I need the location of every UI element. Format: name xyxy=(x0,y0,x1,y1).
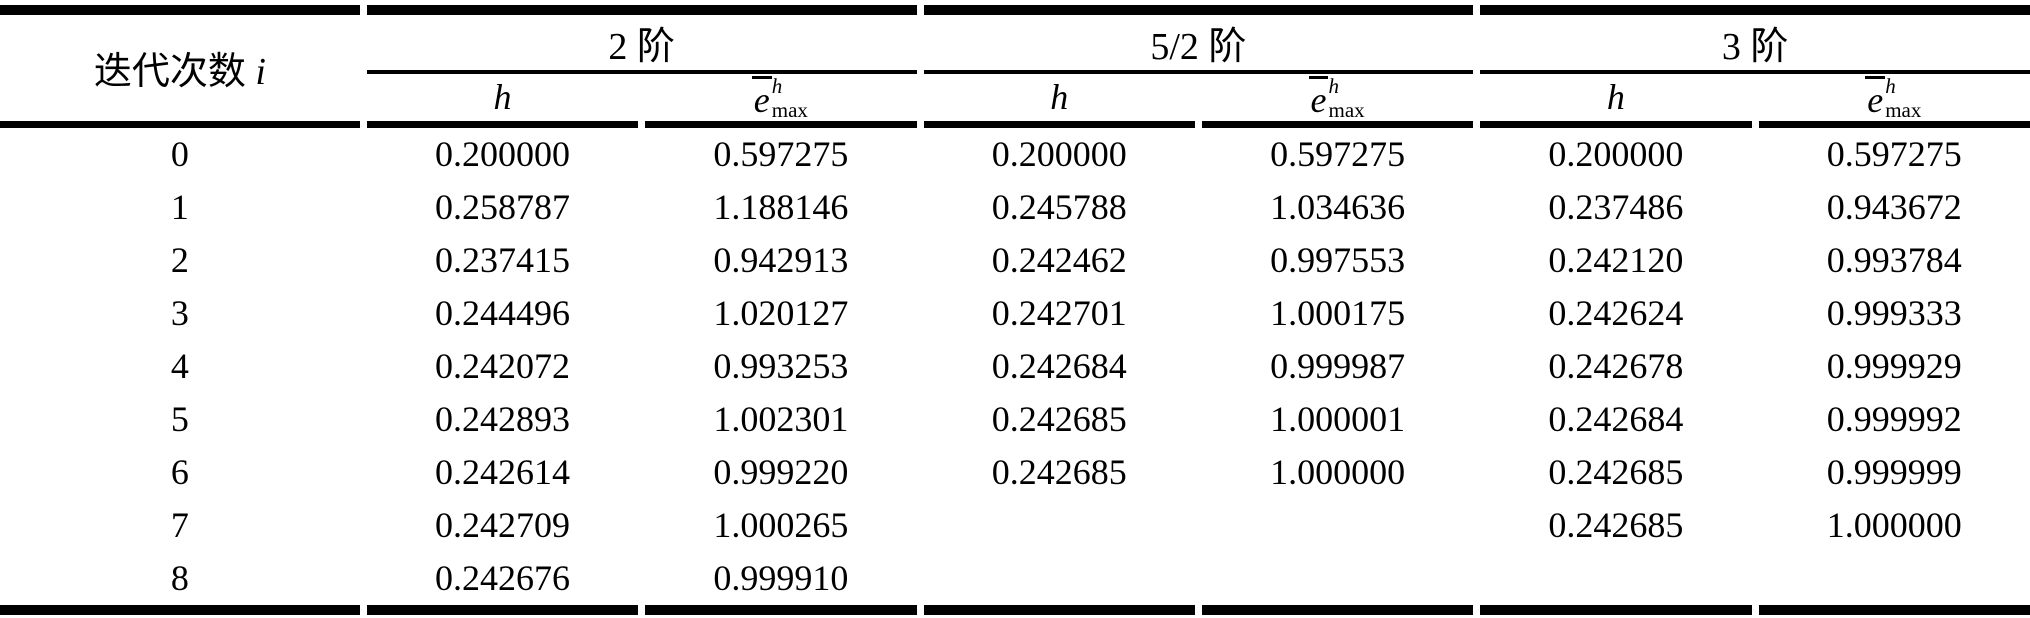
table-cell: 0.237415 xyxy=(434,240,570,280)
table-cell xyxy=(1480,552,1752,615)
table-cell: 0.242685 xyxy=(1548,505,1684,545)
table-cell xyxy=(1758,552,2030,615)
table-cell: 0.597275 xyxy=(1270,134,1406,174)
table-cell: 0.999929 xyxy=(1826,346,1962,386)
subheader-h-order-3: h xyxy=(1480,74,1752,128)
table-cell: 1.000000 xyxy=(1270,452,1406,492)
table-row: 8 0.242676 0.999910 xyxy=(0,552,2030,615)
table-cell: 0.242893 xyxy=(434,399,570,439)
iteration-cell: 2 xyxy=(170,240,189,280)
group-header-order-2: 2 阶 xyxy=(366,5,917,74)
iteration-cell: 3 xyxy=(170,293,189,333)
table-cell: 0.200000 xyxy=(434,134,570,174)
table-cell: 0.242709 xyxy=(434,505,570,545)
iteration-results-table: 迭代次数 i 2 阶 5/2 阶 3 阶 h e h max h e h max h e… xyxy=(0,5,2030,615)
table-cell: 1.000000 xyxy=(1826,505,1962,545)
table-cell: 0.999999 xyxy=(1826,452,1962,492)
table-row: 5 0.242893 1.002301 0.242685 1.000001 0.… xyxy=(0,393,2030,446)
e-max-symbol: e h max xyxy=(751,74,808,122)
table-cell: 1.034636 xyxy=(1270,187,1406,227)
iteration-cell: 0 xyxy=(170,134,189,174)
table-cell: 0.242676 xyxy=(366,552,639,615)
table-cell: 0.943672 xyxy=(1826,187,1962,227)
table-cell: 0.237486 xyxy=(1548,187,1684,227)
table-cell: 0.242684 xyxy=(991,346,1127,386)
table-cell: 1.002301 xyxy=(713,399,849,439)
iteration-cell: 6 xyxy=(170,452,189,492)
table-cell: 0.999220 xyxy=(713,452,849,492)
table-cell: 0.242462 xyxy=(991,240,1127,280)
table-cell: 0.597275 xyxy=(713,134,849,174)
table-cell: 0.242685 xyxy=(991,399,1127,439)
subheader-h-order-2: h xyxy=(366,74,639,128)
table-cell: 0.997553 xyxy=(1270,240,1406,280)
table-cell: 0.999910 xyxy=(645,552,917,615)
subheader-emax-order-3: e h max xyxy=(1758,74,2030,128)
group-header-order-3: 3 阶 xyxy=(1480,5,2030,74)
table-row: 6 0.242614 0.999220 0.242685 1.000000 0.… xyxy=(0,446,2030,499)
iteration-cell: 4 xyxy=(170,346,189,386)
iteration-cell: 8 xyxy=(0,552,360,615)
group-header-row: 迭代次数 i 2 阶 5/2 阶 3 阶 xyxy=(0,5,2030,128)
table-cell: 0.258787 xyxy=(434,187,570,227)
e-max-symbol: e h max xyxy=(1308,74,1365,122)
table-cell: 1.020127 xyxy=(713,293,849,333)
table-row: 2 0.237415 0.942913 0.242462 0.997553 0.… xyxy=(0,234,2030,287)
sub-header-row: h e h max h e h max h e h max xyxy=(0,74,2030,128)
iteration-cell: 1 xyxy=(170,187,189,227)
subheader-h-order-5-2: h xyxy=(923,74,1195,128)
table-cell: 0.999987 xyxy=(1270,346,1406,386)
iteration-cell: 5 xyxy=(170,399,189,439)
subheader-emax-order-5-2: e h max xyxy=(1201,74,1474,128)
table-cell xyxy=(924,499,1195,552)
table-cell: 0.244496 xyxy=(434,293,570,333)
table-cell: 0.242678 xyxy=(1548,346,1684,386)
table-cell: 1.000175 xyxy=(1270,293,1406,333)
table-row: 4 0.242072 0.993253 0.242684 0.999987 0.… xyxy=(0,340,2030,393)
table-cell: 0.242701 xyxy=(991,293,1127,333)
table-cell: 1.000265 xyxy=(713,505,849,545)
iteration-cell: 7 xyxy=(170,505,189,545)
table-cell: 0.200000 xyxy=(991,134,1127,174)
table-cell: 1.188146 xyxy=(713,187,849,227)
subheader-emax-order-2: e h max xyxy=(645,74,917,128)
table-row: 3 0.244496 1.020127 0.242701 1.000175 0.… xyxy=(0,287,2030,340)
table-row: 7 0.242709 1.000265 0.242685 1.000000 xyxy=(0,499,2030,552)
table-cell: 0.242684 xyxy=(1548,399,1684,439)
table-cell: 0.942913 xyxy=(713,240,849,280)
table-body: 0 0.200000 0.597275 0.200000 0.597275 0.… xyxy=(0,128,2030,615)
table-cell: 0.242120 xyxy=(1548,240,1684,280)
table-row: 1 0.258787 1.188146 0.245788 1.034636 0.… xyxy=(0,181,2030,234)
table-cell: 0.200000 xyxy=(1548,134,1684,174)
iteration-index-variable: i xyxy=(255,51,266,94)
table-cell: 0.245788 xyxy=(991,187,1127,227)
table-cell: 0.993784 xyxy=(1826,240,1962,280)
table-cell: 0.242685 xyxy=(1548,452,1684,492)
iteration-count-header: 迭代次数 i xyxy=(0,5,360,128)
e-max-symbol: e h max xyxy=(1865,74,1922,122)
table-cell xyxy=(1202,499,1473,552)
table-cell: 0.242072 xyxy=(434,346,570,386)
table-cell: 0.242614 xyxy=(434,452,570,492)
table-cell xyxy=(923,552,1195,615)
table-cell: 0.242624 xyxy=(1548,293,1684,333)
table-header: 迭代次数 i 2 阶 5/2 阶 3 阶 h e h max h e h max h e… xyxy=(0,5,2030,128)
table-cell: 0.242685 xyxy=(991,452,1127,492)
group-header-order-5-2: 5/2 阶 xyxy=(923,5,1474,74)
table-cell: 0.597275 xyxy=(1826,134,1962,174)
table-cell: 1.000001 xyxy=(1270,399,1406,439)
table-cell: 0.999333 xyxy=(1826,293,1962,333)
iteration-count-label: 迭代次数 xyxy=(93,51,246,94)
table-cell: 0.993253 xyxy=(713,346,849,386)
table-cell: 0.999992 xyxy=(1826,399,1962,439)
table-cell xyxy=(1201,552,1474,615)
table-row: 0 0.200000 0.597275 0.200000 0.597275 0.… xyxy=(0,128,2030,181)
